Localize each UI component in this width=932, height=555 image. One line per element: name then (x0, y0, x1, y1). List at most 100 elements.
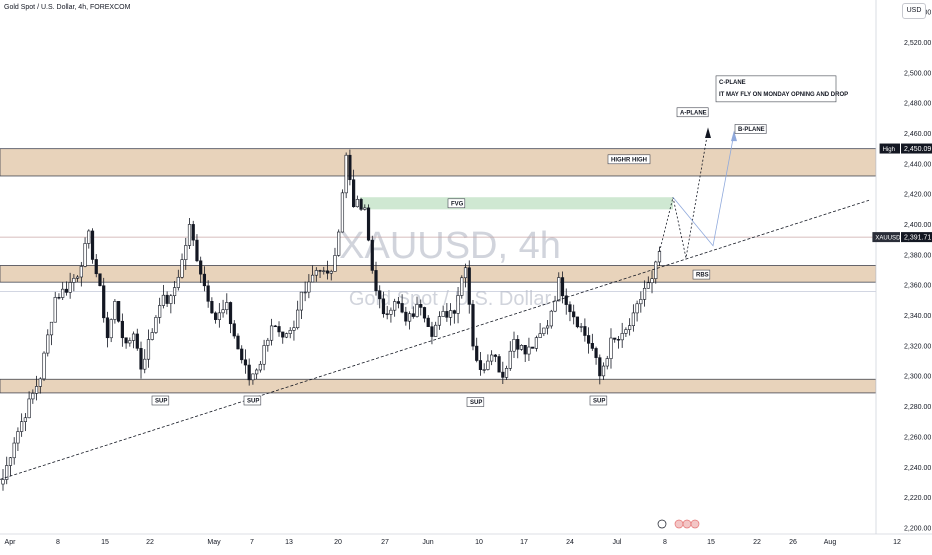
candle-body (426, 317, 430, 327)
candle-body (422, 307, 427, 319)
annotation-label: SUP (470, 400, 482, 406)
trendline (0, 199, 870, 480)
candle-body (523, 345, 527, 355)
watermark-name: Gold Spot / U.S. Dollar (349, 288, 552, 310)
candle-body (206, 285, 210, 302)
candle-body (381, 298, 386, 315)
candle-body (296, 309, 300, 329)
candle-body (590, 343, 594, 349)
candle-body (255, 369, 259, 375)
price-flag-value: 2,391.71 (904, 235, 931, 242)
candle-body (616, 339, 621, 341)
economic-event-icon[interactable] (674, 519, 684, 529)
annotation-label: FVG (451, 201, 464, 207)
candle-body (53, 297, 57, 323)
c-plane-box (715, 75, 837, 103)
candle-body (83, 243, 87, 267)
price-tick-label: 2,320.00 (904, 343, 931, 350)
time-tick-label: 27 (381, 539, 389, 546)
candle-body (527, 346, 531, 355)
candle-body (393, 301, 397, 311)
candle-body (340, 192, 345, 233)
candle-body (27, 398, 31, 419)
price-tick-label: 2,460.00 (904, 131, 931, 138)
candle-body (587, 335, 591, 344)
candle-body (172, 287, 177, 297)
price-tick-label: 2,520.00 (904, 40, 931, 47)
candle-body (490, 354, 494, 362)
candle-body (598, 357, 602, 377)
annotation-label: RBS (696, 273, 709, 279)
annotation-label: SUP (593, 399, 605, 405)
candle-body (225, 302, 229, 311)
candle-body (396, 301, 400, 304)
candle-body (217, 312, 221, 320)
annotation-label: SUP (155, 399, 167, 405)
candle-body (284, 333, 289, 338)
candle-body (355, 199, 359, 208)
watermark-symbol: XAUUSD, 4h (339, 225, 561, 267)
candle-body (165, 294, 169, 304)
candle-body (180, 259, 184, 278)
candle-body (352, 179, 356, 208)
candle-body (534, 337, 538, 349)
annotation-box (151, 395, 170, 406)
price-flag-tag-bg (872, 232, 900, 243)
candle-body (191, 224, 195, 241)
price-axis-bg (876, 0, 932, 550)
time-tick-label: 10 (475, 539, 483, 546)
candle-body (1, 479, 5, 485)
candle-body (20, 421, 24, 432)
candle-body (266, 339, 270, 346)
currency-button[interactable]: USD (902, 3, 926, 19)
annotation-box (607, 154, 651, 165)
candle-body (542, 327, 546, 334)
candle-body (42, 352, 46, 380)
price-flag-tag-bg (879, 143, 900, 154)
candle-body (407, 313, 412, 322)
dividend-event-icon[interactable] (657, 519, 667, 529)
candle-body (113, 301, 117, 320)
candle-body (232, 323, 236, 337)
time-tick-label: May (207, 539, 221, 546)
price-tick-label: 2,360.00 (904, 283, 931, 290)
candle-body (281, 331, 285, 338)
candle-body (169, 295, 173, 304)
candle-body (16, 431, 20, 444)
candle-body (49, 321, 54, 336)
candle-body (628, 325, 632, 330)
time-tick-label: Apr (5, 539, 17, 546)
candle-body (475, 345, 479, 361)
candle-body (318, 270, 322, 272)
annotation-box (447, 198, 466, 209)
candle-body (247, 364, 251, 381)
candle-body (102, 285, 106, 319)
candle-body (605, 358, 609, 367)
time-tick-label: 22 (753, 539, 761, 546)
candle-body (460, 277, 464, 296)
candle-body (601, 365, 606, 377)
candle-body (109, 319, 113, 339)
candle-body (564, 295, 568, 305)
price-tick-label: 2,480.00 (904, 101, 931, 108)
candle-body (583, 326, 587, 336)
candle-body (385, 313, 389, 315)
c-plane-title: C-PLANE (719, 80, 746, 86)
price-tick-label: 2,340.00 (904, 313, 931, 320)
time-tick-label: 15 (707, 539, 715, 546)
candle-body (64, 288, 69, 293)
zone-support (0, 378, 877, 394)
path-a-plane (659, 130, 709, 258)
candle-body (154, 317, 158, 333)
candle-body (404, 311, 408, 322)
candle-body (594, 348, 598, 358)
candle-body (221, 309, 225, 314)
economic-event-icon[interactable] (682, 519, 692, 529)
candle-body (117, 301, 121, 322)
candle-body (23, 417, 27, 422)
economic-event-icon[interactable] (690, 519, 700, 529)
candle-body (646, 282, 650, 289)
candle-body (624, 329, 628, 334)
